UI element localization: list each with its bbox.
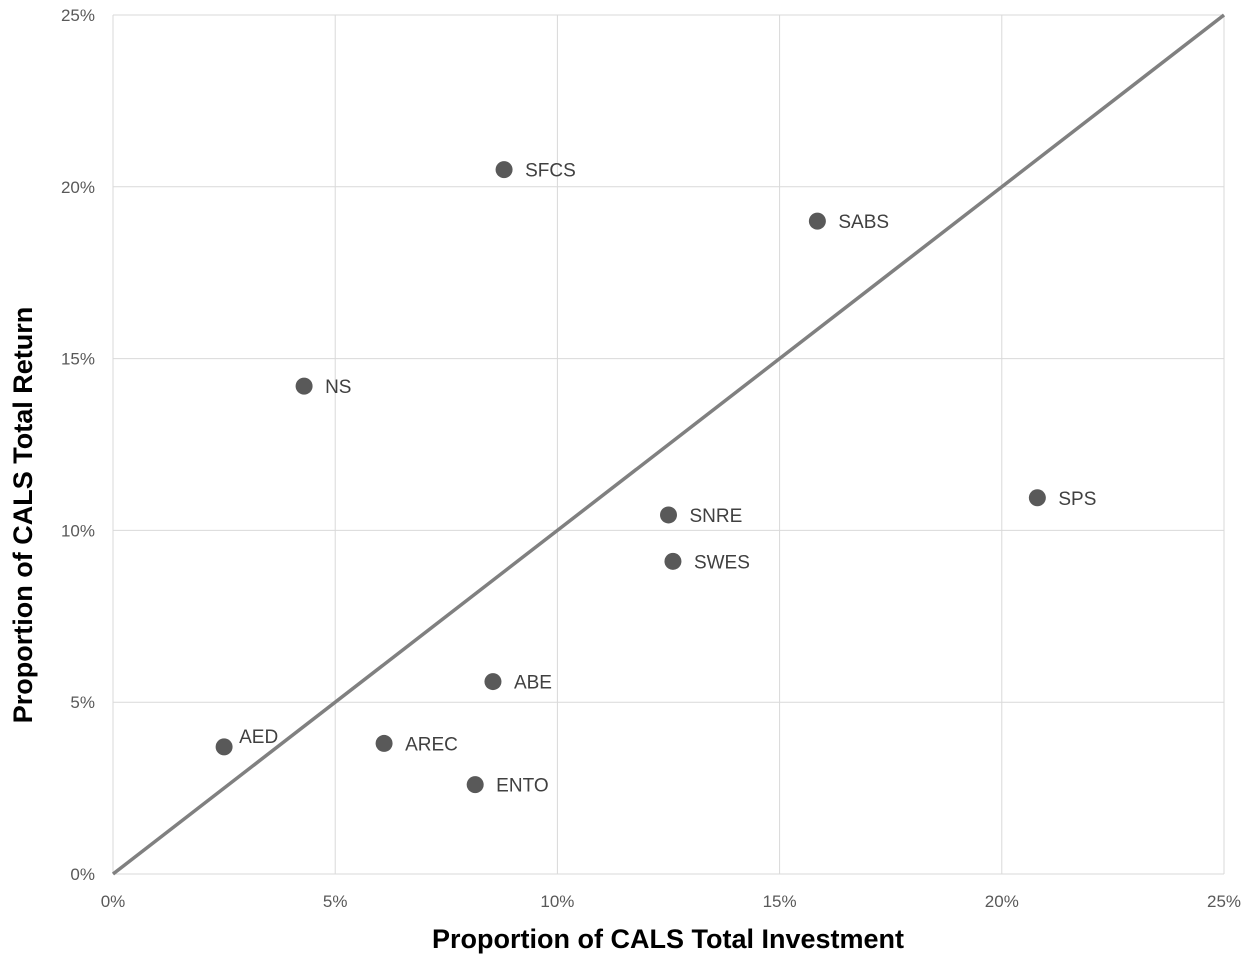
diagonal-reference-line <box>111 13 1226 876</box>
data-label-ento: ENTO <box>496 776 548 797</box>
points-layer: SFCS SABS NS SPS SNRE SWES ABE AED AREC ENTO <box>215 161 1096 797</box>
y-tick-label: 10% <box>61 521 95 540</box>
y-tick-label: 0% <box>70 865 95 884</box>
data-point-abe <box>484 673 502 691</box>
data-point-swes <box>664 552 682 570</box>
x-tick-label: 0% <box>101 892 126 911</box>
y-tick-label: 25% <box>61 6 95 25</box>
data-point-arec <box>375 734 393 752</box>
data-label-snre: SNRE <box>690 506 743 527</box>
x-axis-title: Proportion of CALS Total Investment <box>432 924 904 954</box>
data-label-sfcs: SFCS <box>525 161 576 182</box>
data-point-aed <box>215 738 233 756</box>
data-point-ento <box>466 776 484 794</box>
y-axis-title: Proportion of CALS Total Return <box>8 307 38 723</box>
data-label-ns: NS <box>325 377 351 398</box>
reference-line-layer <box>111 13 1226 876</box>
data-label-sabs: SABS <box>838 212 889 233</box>
data-point-sps <box>1028 489 1046 507</box>
data-point-sabs <box>808 212 826 230</box>
x-tick-label: 25% <box>1207 892 1241 911</box>
data-point-sfcs <box>495 161 513 179</box>
y-tick-label: 15% <box>61 350 95 369</box>
data-label-sps: SPS <box>1058 489 1096 510</box>
grid-layer <box>112 14 1225 875</box>
x-tick-label: 5% <box>323 892 348 911</box>
data-point-ns <box>295 377 313 395</box>
y-tick-label: 20% <box>61 178 95 197</box>
data-label-abe: ABE <box>514 673 552 694</box>
data-label-aed: AED <box>239 727 278 748</box>
x-tick-label: 20% <box>985 892 1019 911</box>
x-tick-label: 10% <box>540 892 574 911</box>
tick-labels-layer: 0% 5% 10% 15% 20% 25% 0% 5% 10% 15% 20% 25% <box>61 6 1241 911</box>
data-point-snre <box>660 506 677 524</box>
data-label-arec: AREC <box>405 734 458 755</box>
data-label-swes: SWES <box>694 552 750 573</box>
y-tick-label: 5% <box>70 693 95 712</box>
x-tick-label: 15% <box>763 892 797 911</box>
